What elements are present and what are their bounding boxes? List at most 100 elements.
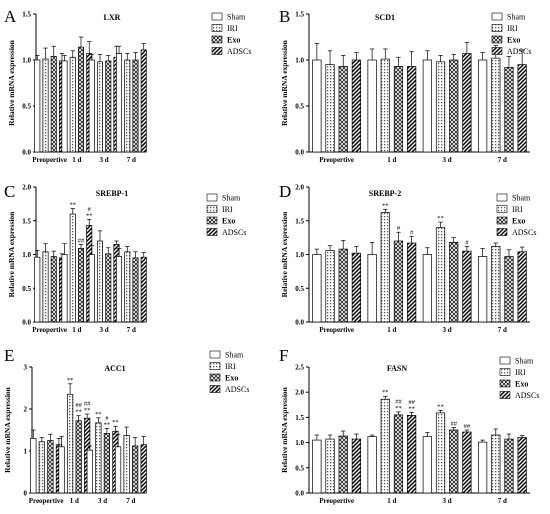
legend-label: ADSCs <box>225 385 249 394</box>
y-tick-label: 2 <box>24 406 28 414</box>
legend-swatch-blank-icon <box>211 12 223 21</box>
chart-title: FASN <box>387 364 408 373</box>
y-tick-label: 1 <box>24 448 28 456</box>
panel-F: F FASN Relative mRNA expression 0.0 0.5 1.0 1.… <box>279 346 539 505</box>
x-tick-label: Preopertive <box>29 497 64 505</box>
legend-label: Sham <box>515 357 534 366</box>
bar-exo-0 <box>338 435 348 494</box>
significance-mark: ## <box>408 399 415 406</box>
y-axis-label: Relative mRNA expression <box>7 39 16 126</box>
bar-adscs-0 <box>351 438 361 494</box>
bar-iri-3 <box>124 251 131 323</box>
significance-mark: ** <box>112 419 119 426</box>
legend-label: Exo <box>515 380 528 389</box>
legend-swatch-crosshatch-icon <box>206 216 218 225</box>
significance-mark: # <box>410 229 414 236</box>
x-tick-label: 7 d <box>127 326 136 334</box>
legend-swatch-fine-dot-icon <box>491 24 503 32</box>
bar-adscs-1 <box>407 242 417 323</box>
bar-exo-3 <box>504 67 514 153</box>
bar-iri-2 <box>435 227 446 323</box>
x-tick-label: 3 d <box>98 497 107 505</box>
y-tick-label: 1.5 <box>22 217 31 225</box>
legend-label: ADSCs <box>507 47 531 56</box>
bar-iri-0 <box>42 251 49 323</box>
y-tick-label: 0.0 <box>22 319 31 327</box>
x-tick-label: 3 d <box>443 156 452 164</box>
x-tick-label: 7 d <box>126 497 135 505</box>
y-tick-label: 0 <box>24 490 28 498</box>
y-axis-label: Relative mRNA expression <box>280 39 289 126</box>
bar-sham-3 <box>478 256 488 323</box>
bar-iri-0 <box>42 58 49 153</box>
x-tick-label: 1 d <box>387 156 396 164</box>
bar-exo-0 <box>47 440 54 494</box>
legend-label: IRI <box>507 24 518 33</box>
legend-label: IRI <box>227 24 238 33</box>
legend-label: Sham <box>225 351 244 360</box>
bar-exo-0 <box>338 66 348 153</box>
y-tick-label: 0.5 <box>22 103 31 111</box>
x-tick-label: 7 d <box>498 497 507 505</box>
panel-letter: A <box>4 7 17 26</box>
bar-iri-2 <box>435 412 446 494</box>
legend-label: Sham <box>222 194 241 203</box>
panel-letter: D <box>279 182 291 201</box>
y-tick-label: 1.0 <box>295 251 304 259</box>
chart-title: ACC1 <box>104 364 125 373</box>
legend-swatch-fine-dot-icon <box>206 205 218 213</box>
x-tick-label: 1 d <box>72 156 81 164</box>
bar-exo-3 <box>504 438 514 494</box>
legend-label: Exo <box>227 36 240 45</box>
bar-iri-1 <box>380 398 390 494</box>
bar-adscs-3 <box>140 49 147 153</box>
bar-iri-1 <box>69 213 76 323</box>
bar-adscs-3 <box>517 64 527 153</box>
y-tick-label: 1.5 <box>295 11 304 19</box>
x-tick-label: 1 d <box>70 497 79 505</box>
panel-letter: B <box>279 7 290 26</box>
significance-mark: ** <box>95 411 102 418</box>
y-tick-label: 2.0 <box>22 184 31 192</box>
bar-exo-3 <box>132 59 139 153</box>
legend-swatch-fine-dot-icon <box>211 24 223 32</box>
legend-swatch-crosshatch-icon <box>211 35 223 44</box>
y-tick-label: 0.0 <box>22 149 31 157</box>
significance-mark: # <box>88 206 92 213</box>
legend-label: ADSCs <box>512 228 536 237</box>
significance-mark: ** <box>86 212 93 219</box>
bar-adscs-0 <box>351 59 361 153</box>
legend-label: Sham <box>512 194 531 203</box>
legend-swatch-diagonal-stripe-icon <box>206 228 218 236</box>
bar-iri-2 <box>435 61 446 153</box>
panel-A: A LXR Relative mRNA expression 0.0 0.5 1.0 1.5… <box>4 7 251 164</box>
x-tick-label: 1 d <box>72 326 81 334</box>
bar-sham-2 <box>422 436 432 494</box>
y-tick-label: 1.5 <box>22 11 31 19</box>
significance-mark: ## <box>84 401 91 408</box>
significance-mark: # <box>397 225 401 232</box>
legend-swatch-fine-dot-icon <box>209 362 221 370</box>
y-tick-label: 3 <box>24 364 28 372</box>
legend-swatch-fine-dot-icon <box>496 205 508 213</box>
legend-label: Exo <box>222 217 235 226</box>
x-tick-label: 3 d <box>100 326 109 334</box>
legend-label: Sham <box>227 13 246 22</box>
bar-adscs-3 <box>517 251 527 323</box>
bar-adscs-1 <box>407 415 417 494</box>
legend-label: IRI <box>515 368 526 377</box>
bar-sham-0 <box>34 256 41 323</box>
legend-label: IRI <box>222 205 233 214</box>
significance-mark: ## <box>75 402 82 409</box>
panel-letter: F <box>279 346 288 365</box>
x-tick-label: 3 d <box>443 326 452 334</box>
bar-sham-3 <box>114 446 122 494</box>
significance-mark: ** <box>382 389 389 396</box>
x-tick-label: 1 d <box>387 326 396 334</box>
bar-exo-2 <box>449 59 459 153</box>
bar-exo-1 <box>393 240 404 323</box>
legend-label: ADSCs <box>227 47 251 56</box>
bar-iri-0 <box>325 438 335 494</box>
legend-label: IRI <box>225 362 236 371</box>
